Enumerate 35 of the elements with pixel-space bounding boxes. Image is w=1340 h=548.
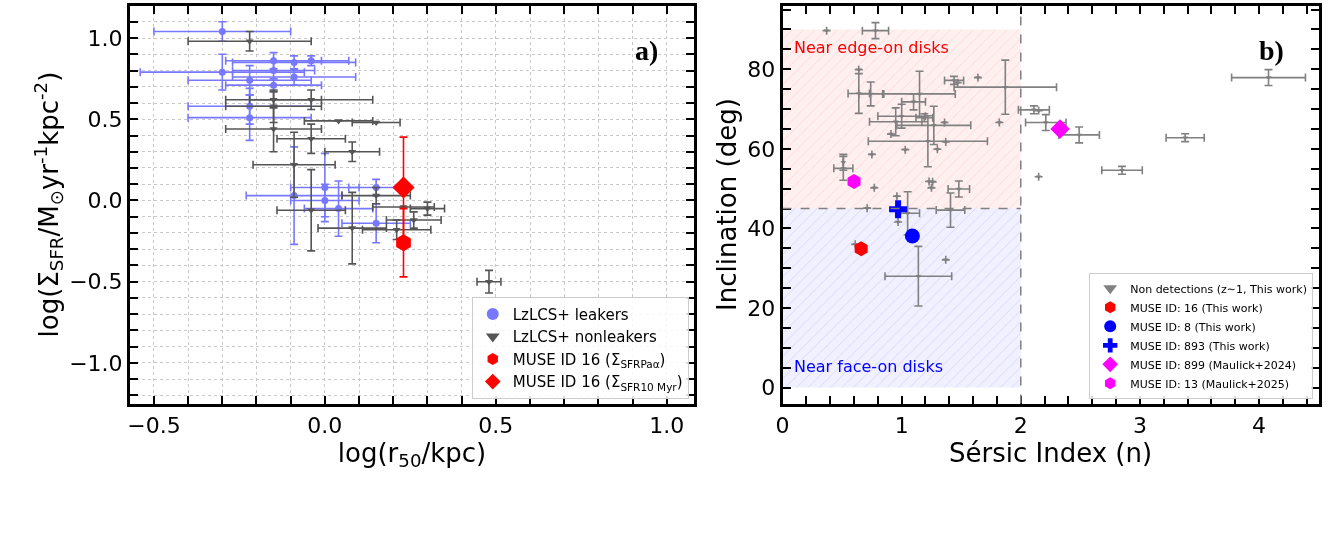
x-tick-label: 4 [1252,412,1266,438]
legend-label: MUSE ID: 8 (This work) [1130,320,1256,334]
x-tick-label: 1.0 [649,412,685,438]
x-tick-label: 3 [1132,412,1147,438]
legend-label: MUSE ID: 16 (This work) [1130,301,1263,315]
x-tick-label: −0.5 [127,412,181,438]
y-tick-label: 1.0 [87,25,123,51]
y-tick-label: 0 [761,375,776,401]
band-label: Near face-on disks [794,357,943,376]
y-axis-title: Inclination (deg) [711,98,742,311]
y-tick-label: −1.0 [69,350,123,376]
x-tick-label: 0.0 [307,412,343,438]
y-tick-label: 60 [747,136,776,162]
annotation: b) [1259,35,1284,66]
legend-label: MUSE ID: 899 (Maulick+2024) [1130,358,1297,372]
band-label: Near edge-on disks [794,38,949,57]
legend-label: MUSE ID 16 (Σ$_{SFR}$$_{Paα}$) [512,350,666,371]
y-tick-label: −0.5 [69,269,123,295]
y-tick-label: 0.5 [87,106,123,132]
legend-label: MUSE ID: 893 (This work) [1130,339,1270,353]
x-tick-label: 1 [894,412,909,438]
x-axis-title: Sérsic Index (n) [949,437,1153,468]
legend-label: LzLCS+ nonleakers [512,328,658,347]
x-tick-label: 2 [1013,412,1028,438]
legend-label: MUSE ID: 13 (Maulick+2025) [1130,377,1290,391]
y-tick-label: 40 [747,216,776,242]
y-tick-label: 20 [747,295,776,321]
legend-label: Non detections (z∼1, This work) [1130,282,1307,296]
x-tick-label: 0.5 [478,412,514,438]
legend-label: LzLCS+ leakers [512,305,629,324]
annotation: a) [635,35,659,66]
legend-label: MUSE ID 16 (Σ$_{SFR}$$_{10 Myr}$) [512,373,683,393]
y-tick-label: 0.0 [87,188,123,214]
x-axis-title: log(r$_{50}$/kpc) [337,437,487,472]
y-tick-label: 80 [747,56,776,82]
